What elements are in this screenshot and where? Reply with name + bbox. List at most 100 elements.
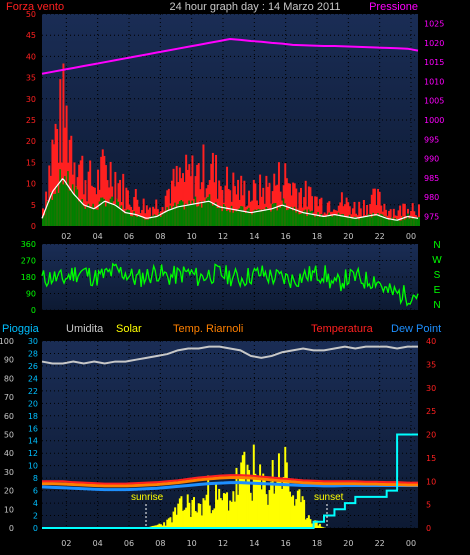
- x-tick-label: 18: [312, 232, 322, 241]
- rain-tick-label: 0: [9, 524, 14, 533]
- wind-avg-bar: [375, 214, 378, 226]
- wind-avg-bar: [333, 215, 336, 226]
- wind-avg-bar: [128, 210, 131, 226]
- wind-bar: [389, 209, 392, 226]
- x-tick-label: 22: [375, 232, 385, 241]
- wind-bar: [288, 183, 291, 226]
- solar-bar: [318, 523, 321, 528]
- solar-bar: [248, 470, 251, 528]
- legend-temperatura: Temperatura: [311, 323, 374, 335]
- solar-bar: [178, 498, 181, 528]
- wind-avg-bar: [381, 214, 384, 226]
- x-tick-label: 14: [249, 539, 259, 548]
- wind-bar: [172, 168, 175, 226]
- wind-tick-label: 5: [31, 201, 36, 210]
- wind-bar: [54, 123, 57, 226]
- x-tick-label: 06: [124, 539, 134, 548]
- wind-avg-bar: [144, 219, 147, 226]
- wind-tick-label: 0: [31, 222, 36, 231]
- wind-avg-bar: [191, 200, 194, 226]
- wind-avg-bar: [418, 217, 420, 226]
- wind-avg-bar: [282, 198, 285, 226]
- wind-avg-bar: [248, 207, 251, 226]
- wind-avg-bar: [226, 211, 229, 226]
- temp-tick-label: 40: [426, 337, 436, 346]
- solar-bar: [288, 491, 291, 528]
- solar-bar: [303, 499, 306, 528]
- wind-avg-bar: [65, 185, 68, 226]
- wind-avg-bar: [311, 210, 313, 226]
- solar-bar: [207, 475, 210, 528]
- wind-bar: [114, 171, 117, 226]
- wind-avg-bar: [172, 206, 175, 226]
- wind-avg-bar: [194, 196, 197, 226]
- wind-bar: [62, 63, 65, 226]
- wind-bar: [273, 173, 276, 226]
- x-tick-label: 20: [343, 539, 353, 548]
- temp-tick-label: 25: [426, 407, 436, 416]
- solar-bar: [309, 519, 312, 528]
- solar-tick-label: 18: [28, 412, 38, 421]
- wind-bar: [259, 174, 262, 226]
- wind-avg-bar: [152, 215, 155, 226]
- wind-avg-bar: [48, 202, 51, 226]
- wind-bar: [265, 175, 268, 226]
- solar-bar: [233, 501, 236, 528]
- solar-bar: [317, 525, 320, 528]
- wind-avg-bar: [134, 215, 137, 226]
- solar-bar: [161, 525, 164, 528]
- wind-avg-bar: [139, 216, 142, 226]
- dew-point-line: [41, 481, 418, 492]
- solar-bar: [243, 451, 246, 528]
- rain-tick-label: 100: [0, 337, 14, 346]
- solar-bar: [298, 489, 301, 528]
- wind-avg-bar: [350, 217, 353, 226]
- x-tick-label: 18: [312, 539, 322, 548]
- wind-avg-bar: [262, 209, 265, 226]
- wind-bar: [378, 191, 381, 226]
- direction-tick-label: 90: [26, 290, 36, 299]
- wind-avg-bar: [265, 206, 268, 226]
- wind-avg-bar: [70, 190, 73, 226]
- wind-avg-bar: [101, 197, 104, 226]
- wind-bar: [126, 190, 129, 226]
- solar-bar: [240, 462, 243, 528]
- solar-bar: [293, 505, 296, 528]
- wind-avg-bar: [259, 209, 262, 226]
- solar-bar: [300, 502, 302, 528]
- wind-avg-bar: [369, 214, 372, 226]
- wind-bar: [399, 205, 402, 226]
- wind-avg-bar: [59, 169, 62, 226]
- wind-bar: [370, 194, 373, 226]
- wind-bar: [53, 144, 55, 226]
- wind-bar: [284, 163, 287, 226]
- solar-bar: [188, 502, 191, 528]
- solar-bar: [306, 518, 309, 528]
- wind-avg-bar: [159, 216, 162, 226]
- wind-avg-bar: [257, 208, 260, 226]
- pressure-tick-label: 975: [424, 212, 439, 221]
- solar-bar: [271, 460, 274, 528]
- solar-bar: [174, 507, 177, 528]
- solar-bar: [232, 491, 235, 528]
- wind-avg-bar: [320, 214, 323, 226]
- wind-bar: [202, 144, 205, 226]
- pressure-line: [41, 38, 419, 75]
- wind-avg-bar: [251, 214, 254, 226]
- wind-bar: [90, 185, 93, 226]
- solar-bar: [185, 507, 188, 528]
- wind-bar: [200, 182, 203, 226]
- wind-avg-bar: [133, 211, 136, 226]
- wind-avg-bar: [175, 207, 178, 226]
- solar-bar: [270, 481, 273, 528]
- direction-tick-label: 0: [31, 306, 36, 315]
- direction-tick-label: 270: [21, 257, 36, 266]
- wind-bar: [93, 187, 96, 226]
- wind-bar: [314, 196, 317, 226]
- wind-avg-bar: [147, 219, 150, 226]
- compass-label: N: [433, 240, 440, 251]
- wind-bar: [70, 135, 73, 226]
- wind-avg-bar: [67, 171, 70, 226]
- wind-avg-bar: [402, 216, 405, 226]
